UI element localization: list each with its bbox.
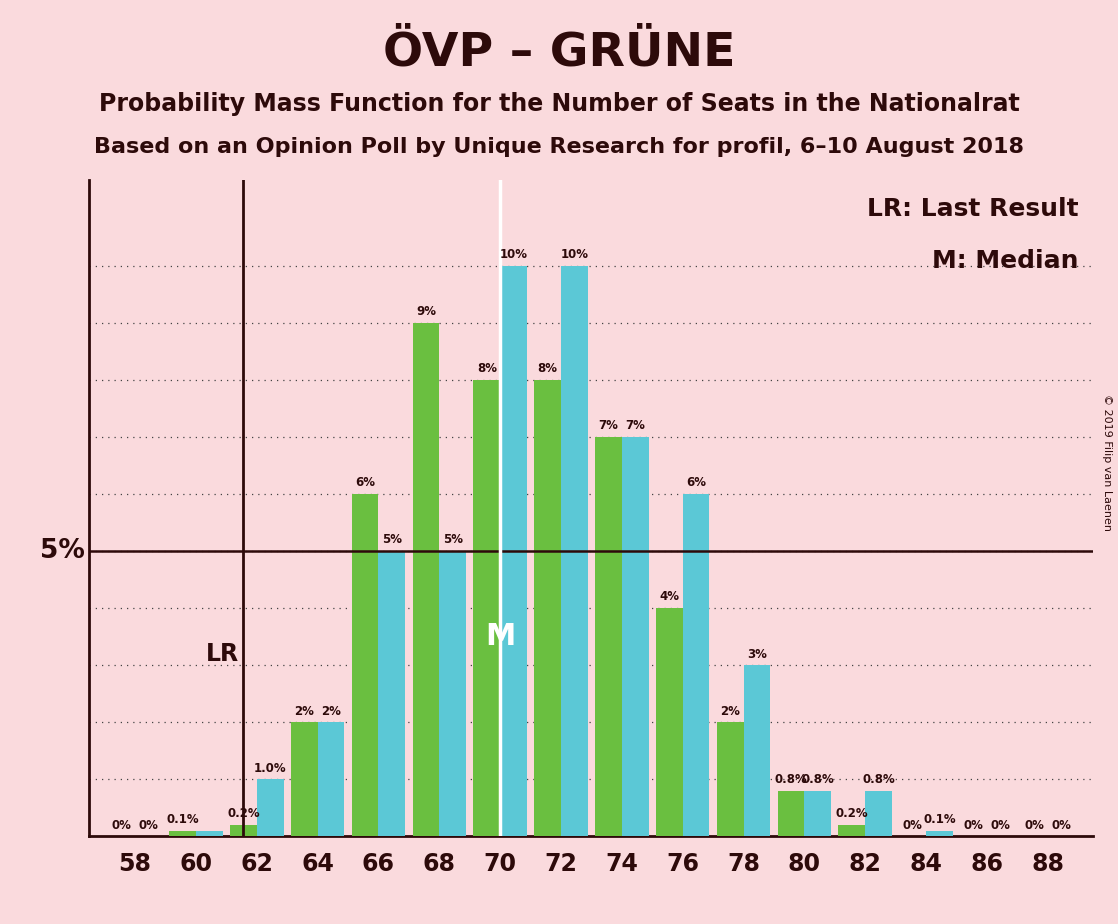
Text: 2%: 2% (321, 705, 341, 718)
Text: 0%: 0% (902, 819, 922, 832)
Text: 8%: 8% (538, 362, 558, 375)
Bar (196, 831, 222, 836)
Bar (291, 723, 318, 836)
Bar (439, 551, 466, 836)
Text: LR: Last Result: LR: Last Result (866, 197, 1079, 221)
Text: © 2019 Filip van Laenen: © 2019 Filip van Laenen (1102, 394, 1111, 530)
Bar (717, 723, 743, 836)
Text: 0%: 0% (112, 819, 132, 832)
Text: M: M (485, 622, 515, 651)
Bar (926, 831, 953, 836)
Text: 2%: 2% (720, 705, 740, 718)
Text: 0.1%: 0.1% (923, 813, 956, 826)
Text: 0.2%: 0.2% (227, 808, 259, 821)
Text: 0.2%: 0.2% (835, 808, 869, 821)
Bar (379, 551, 405, 836)
Text: 0.8%: 0.8% (775, 773, 807, 786)
Text: 0%: 0% (991, 819, 1011, 832)
Text: Based on an Opinion Poll by Unique Research for profil, 6–10 August 2018: Based on an Opinion Poll by Unique Resea… (94, 137, 1024, 157)
Text: 0.1%: 0.1% (167, 813, 199, 826)
Bar (622, 437, 648, 836)
Bar (838, 825, 865, 836)
Text: 9%: 9% (416, 305, 436, 318)
Text: 0.8%: 0.8% (862, 773, 896, 786)
Bar (318, 723, 344, 836)
Text: 6%: 6% (356, 477, 375, 490)
Text: Probability Mass Function for the Number of Seats in the Nationalrat: Probability Mass Function for the Number… (98, 92, 1020, 116)
Text: 2%: 2% (294, 705, 314, 718)
Bar (595, 437, 622, 836)
Bar (561, 266, 588, 836)
Text: 10%: 10% (500, 249, 528, 261)
Bar (257, 779, 284, 836)
Bar (230, 825, 257, 836)
Text: 5%: 5% (443, 533, 463, 546)
Bar (473, 380, 500, 836)
Text: 10%: 10% (560, 249, 588, 261)
Text: 6%: 6% (686, 477, 707, 490)
Text: 0%: 0% (964, 819, 984, 832)
Bar (500, 266, 527, 836)
Bar (865, 791, 892, 836)
Bar (352, 494, 379, 836)
Text: 3%: 3% (747, 648, 767, 661)
Text: 5%: 5% (382, 533, 401, 546)
Text: 0%: 0% (1051, 819, 1071, 832)
Text: 0%: 0% (139, 819, 159, 832)
Bar (743, 665, 770, 836)
Text: 4%: 4% (660, 590, 680, 603)
Bar (534, 380, 561, 836)
Bar (683, 494, 710, 836)
Bar (804, 791, 831, 836)
Text: 7%: 7% (598, 419, 618, 432)
Text: 8%: 8% (476, 362, 496, 375)
Text: M: Median: M: Median (931, 249, 1079, 274)
Text: 0.8%: 0.8% (802, 773, 834, 786)
Text: 5%: 5% (40, 538, 85, 564)
Text: 7%: 7% (625, 419, 645, 432)
Bar (413, 322, 439, 836)
Text: 0%: 0% (1024, 819, 1044, 832)
Bar (169, 831, 196, 836)
Text: 1.0%: 1.0% (254, 761, 286, 774)
Text: ÖVP – GRÜNE: ÖVP – GRÜNE (382, 30, 736, 76)
Bar (778, 791, 804, 836)
Text: LR: LR (206, 641, 238, 665)
Bar (656, 608, 683, 836)
